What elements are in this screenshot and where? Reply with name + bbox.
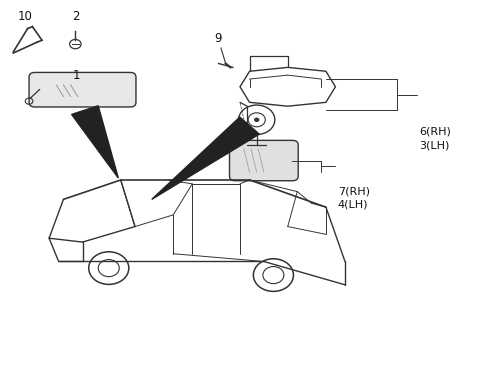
FancyBboxPatch shape	[229, 140, 298, 181]
Text: 3(LH): 3(LH)	[419, 140, 449, 150]
Text: 1: 1	[73, 69, 81, 82]
Text: 7(RH): 7(RH)	[338, 187, 370, 197]
Text: 4(LH): 4(LH)	[338, 199, 368, 209]
FancyBboxPatch shape	[29, 72, 136, 107]
Text: 6(RH): 6(RH)	[419, 126, 451, 136]
Polygon shape	[152, 117, 259, 199]
Text: 9: 9	[214, 32, 221, 45]
Circle shape	[255, 118, 259, 121]
Text: 10: 10	[18, 11, 33, 23]
Polygon shape	[72, 106, 118, 178]
Text: 2: 2	[72, 11, 80, 23]
